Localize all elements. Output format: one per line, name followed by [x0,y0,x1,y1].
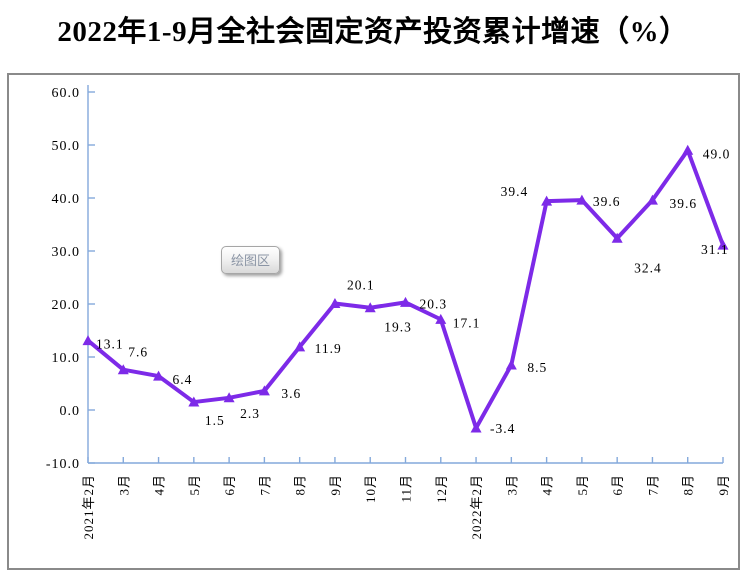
plot-area-tooltip: 绘图区 [221,246,281,274]
data-point-marker [646,194,658,205]
x-axis-category-label: 10月 [363,474,378,503]
data-point-marker [117,364,129,375]
x-axis-category-label: 7月 [645,474,660,496]
y-axis-tick-label: -10.0 [46,457,80,472]
data-point-marker [576,194,588,205]
data-point-marker [258,385,270,396]
data-label: 39.6 [669,196,697,211]
data-point-marker [541,195,553,206]
data-point-marker [223,392,235,403]
data-point-marker [153,370,165,381]
data-point-marker [188,396,200,407]
y-axis-tick-label: 10.0 [52,351,81,366]
x-axis-category-label: 8月 [293,474,308,496]
data-point-marker [329,297,341,308]
data-label: -3.4 [490,421,515,436]
plot-area-tooltip-label: 绘图区 [231,253,271,268]
y-axis-tick-label: 0.0 [60,404,81,419]
x-axis-category-label: 11月 [399,474,414,503]
data-label: 7.6 [128,345,148,360]
data-point-marker [400,296,411,307]
data-label: 6.4 [173,372,193,387]
x-axis-category-label: 9月 [716,474,731,496]
x-axis-category-label: 2022年2月 [469,474,484,540]
data-label: 8.5 [527,360,547,375]
data-label: 49.0 [703,146,731,161]
data-label: 11.9 [315,341,342,356]
x-axis-category-label: 9月 [328,474,343,496]
x-axis-category-label: 5月 [187,474,202,496]
data-point-marker [470,422,482,433]
data-label: 3.6 [281,386,301,401]
data-point-marker [717,239,729,250]
y-axis-tick-label: 60.0 [52,86,81,101]
data-label: 20.1 [347,277,375,292]
data-label: 2.3 [240,406,260,421]
data-point-marker [82,335,94,346]
data-label: 1.5 [205,413,225,428]
data-point-marker [435,313,447,324]
data-point-marker [611,232,623,243]
data-label: 32.4 [634,260,662,275]
data-point-marker [294,341,306,352]
y-axis-tick-label: 50.0 [52,139,81,154]
y-axis-tick-label: 20.0 [52,298,81,313]
data-point-marker [682,144,694,155]
x-axis-category-label: 6月 [222,474,237,496]
data-label: 17.1 [453,315,481,330]
data-label: 19.3 [384,320,412,335]
x-axis-category-label: 4月 [152,474,167,496]
x-axis-category-label: 4月 [540,474,555,496]
data-label: 31.1 [701,242,729,257]
x-axis-category-label: 6月 [610,474,625,496]
chart-area[interactable]: 60.0 50.0 40.0 30.0 20.0 10.0 0.0 -10.0 2021年2月 3… [7,73,740,570]
data-label: 20.3 [420,296,448,311]
x-axis-category-label: 2021年2月 [81,474,96,540]
chart-title: 2022年1-9月全社会固定资产投资累计增速（%） [57,16,689,48]
data-point-marker [364,302,376,313]
x-axis-category-label: 3月 [116,474,131,496]
axes [87,85,724,464]
x-axis-category-label: 12月 [434,474,449,503]
x-axis-category-label: 7月 [257,474,272,496]
data-point-marker [505,359,517,370]
x-axis-category-label: 8月 [681,474,696,496]
y-axis-tick-label: 30.0 [52,245,81,260]
data-label: 39.6 [593,194,621,209]
data-label: 13.1 [96,337,124,352]
data-label: 39.4 [501,184,529,199]
y-axis-tick-label: 40.0 [52,192,81,207]
x-axis-category-label: 5月 [575,474,590,496]
x-axis-category-label: 3月 [504,474,519,496]
